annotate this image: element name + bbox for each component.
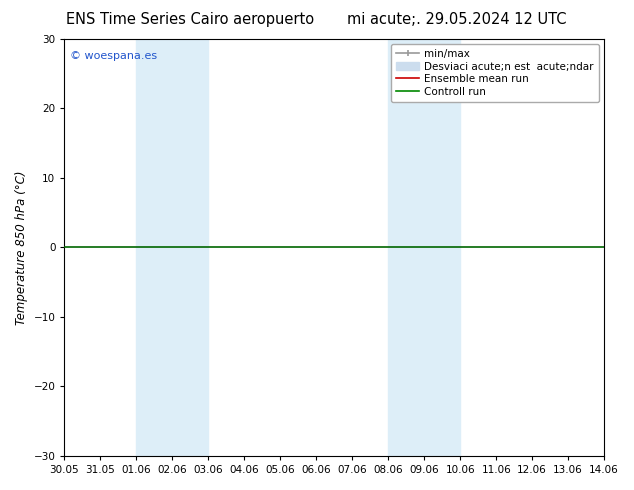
Text: mi acute;. 29.05.2024 12 UTC: mi acute;. 29.05.2024 12 UTC <box>347 12 566 27</box>
Text: ENS Time Series Cairo aeropuerto: ENS Time Series Cairo aeropuerto <box>66 12 314 27</box>
Bar <box>388 39 460 456</box>
Legend: min/max, Desviaci acute;n est  acute;ndar, Ensemble mean run, Controll run: min/max, Desviaci acute;n est acute;ndar… <box>391 44 599 102</box>
Y-axis label: Temperature 850 hPa (°C): Temperature 850 hPa (°C) <box>15 170 28 324</box>
Bar <box>136 39 209 456</box>
Text: © woespana.es: © woespana.es <box>70 51 157 61</box>
